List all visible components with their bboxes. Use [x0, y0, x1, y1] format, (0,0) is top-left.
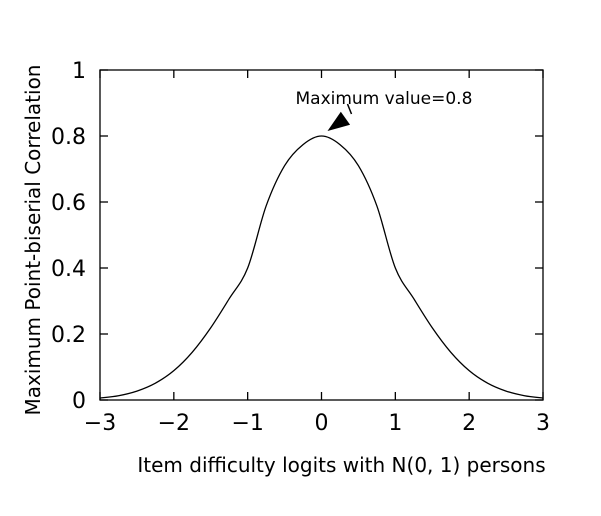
annotation-label: Maximum value=0.8	[296, 89, 473, 109]
y-tick-label: 0.2	[51, 323, 86, 348]
x-tick-label: −2	[158, 411, 190, 436]
x-axis-label: Item difficulty logits with N(0, 1) pers…	[137, 453, 545, 477]
y-tick-label: 0	[72, 389, 86, 414]
y-tick-label: 0.6	[51, 191, 86, 216]
y-axis: 0 0.2 0.4 0.6 0.8 1	[51, 59, 543, 414]
annotation-arrow-head	[327, 111, 351, 131]
x-tick-label: −1	[231, 411, 263, 436]
x-tick-label: 0	[315, 411, 329, 436]
x-tick-label: 3	[536, 411, 550, 436]
x-tick-label: 1	[388, 411, 402, 436]
plot-frame	[99, 69, 544, 401]
annotation: Maximum value=0.8	[296, 89, 473, 131]
x-axis: −3 −2 −1 0 1 2 3	[84, 70, 550, 436]
annotation-arrow-shaft	[346, 103, 353, 115]
y-axis-label: Maximum Point-biserial Correlation	[21, 65, 45, 416]
plot-border	[99, 69, 544, 401]
x-tick-label: −3	[84, 411, 116, 436]
y-tick-label: 0.4	[51, 257, 86, 282]
y-tick-label: 1	[72, 59, 86, 84]
x-tick-label: 2	[462, 411, 476, 436]
y-tick-label: 0.8	[51, 125, 86, 150]
series-line	[99, 135, 544, 399]
